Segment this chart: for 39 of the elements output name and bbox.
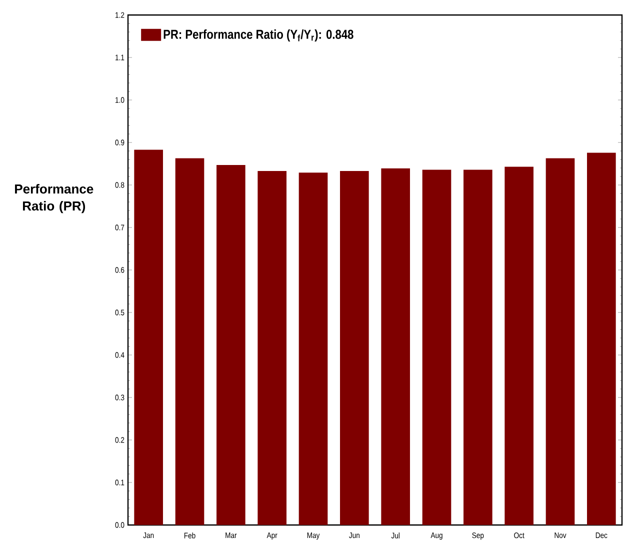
y-tick-label: 1.2 bbox=[116, 12, 124, 18]
bar bbox=[546, 158, 575, 525]
x-tick-label: Jul bbox=[391, 532, 400, 538]
x-tick-label: Apr bbox=[266, 532, 278, 540]
x-tick-label: Aug bbox=[430, 532, 442, 540]
x-tick-label: Dec bbox=[596, 532, 608, 538]
bar bbox=[381, 168, 410, 525]
y-axis-title: Performance Ratio (PR) bbox=[15, 184, 94, 214]
legend-label: PR: Performance Ratio (Y$_{f}$/Y$_{r}$): 0.848 bbox=[164, 29, 354, 42]
y-tick-label: 0.0 bbox=[115, 522, 124, 528]
x-tick-label: May bbox=[307, 532, 320, 540]
bar bbox=[587, 152, 616, 525]
bar bbox=[298, 172, 328, 525]
y-tick-label: 0.1 bbox=[115, 480, 124, 486]
y-tick-label: 1.1 bbox=[116, 54, 124, 60]
bar bbox=[134, 150, 163, 525]
bar bbox=[175, 158, 204, 525]
x-tick-label: Jan bbox=[143, 532, 154, 538]
x-tick-label: Sep bbox=[472, 532, 484, 540]
bar bbox=[504, 166, 534, 525]
bar bbox=[464, 170, 492, 525]
x-tick-label: Feb bbox=[184, 532, 196, 538]
y-tick-label: 0.2 bbox=[115, 437, 124, 443]
y-tick-label: 0.8 bbox=[115, 182, 124, 188]
y-tick-label: 0.6 bbox=[115, 267, 124, 273]
bar bbox=[258, 170, 286, 525]
x-tick-label: Oct bbox=[514, 532, 524, 538]
x-tick-label: Jun bbox=[349, 532, 360, 538]
y-tick-label: 0.3 bbox=[115, 394, 124, 400]
y-tick-label: 0.9 bbox=[115, 140, 124, 146]
x-tick-label: Nov bbox=[554, 532, 566, 538]
y-tick-label: 1.0 bbox=[116, 97, 124, 103]
bar bbox=[422, 170, 452, 525]
bar bbox=[340, 170, 369, 525]
y-tick-label: 0.7 bbox=[115, 224, 124, 230]
bar bbox=[216, 165, 246, 525]
y-tick-label: 0.5 bbox=[115, 310, 124, 316]
x-tick-label: Mar bbox=[226, 532, 237, 538]
y-tick-label: 0.4 bbox=[115, 352, 124, 358]
